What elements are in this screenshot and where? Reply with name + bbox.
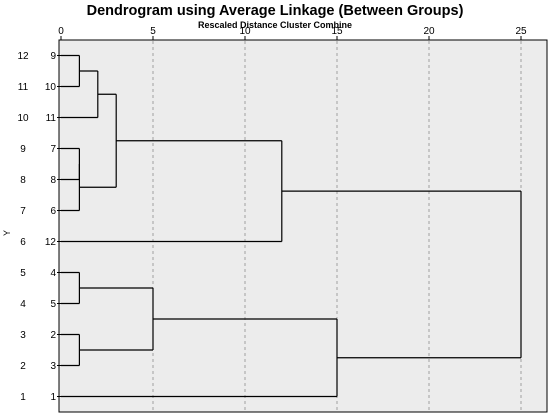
case-number-9: 9 bbox=[20, 144, 26, 155]
y-axis-label: Y bbox=[2, 230, 12, 236]
x-tick-label-0: 0 bbox=[58, 26, 64, 37]
leaf-label-1: 1 bbox=[50, 392, 56, 403]
leaf-label-12: 12 bbox=[45, 237, 57, 248]
x-tick-label-10: 10 bbox=[239, 26, 251, 37]
case-number-12: 12 bbox=[17, 51, 29, 62]
case-number-4: 4 bbox=[20, 299, 26, 310]
leaf-label-7: 7 bbox=[50, 144, 56, 155]
case-number-8: 8 bbox=[20, 175, 26, 186]
case-number-3: 3 bbox=[20, 330, 26, 341]
x-tick-label-25: 25 bbox=[515, 26, 527, 37]
leaf-label-6: 6 bbox=[50, 206, 56, 217]
leaf-label-5: 5 bbox=[50, 299, 56, 310]
chart-subtitle: Rescaled Distance Cluster Combine bbox=[197, 20, 353, 30]
leaf-label-10: 10 bbox=[45, 82, 57, 93]
case-number-6: 6 bbox=[20, 237, 26, 248]
x-tick-label-15: 15 bbox=[331, 26, 343, 37]
case-number-10: 10 bbox=[17, 113, 29, 124]
case-number-5: 5 bbox=[20, 268, 26, 279]
x-tick-label-5: 5 bbox=[150, 26, 156, 37]
leaf-label-4: 4 bbox=[50, 268, 56, 279]
case-number-7: 7 bbox=[20, 206, 26, 217]
leaf-label-3: 3 bbox=[50, 361, 56, 372]
leaf-label-9: 9 bbox=[50, 51, 56, 62]
x-tick-label-20: 20 bbox=[423, 26, 435, 37]
plot-area bbox=[58, 39, 548, 413]
leaf-label-8: 8 bbox=[50, 175, 56, 186]
leaf-label-2: 2 bbox=[50, 330, 56, 341]
case-number-2: 2 bbox=[20, 361, 26, 372]
case-number-1: 1 bbox=[20, 392, 26, 403]
chart-title: Dendrogram using Average Linkage (Betwee… bbox=[86, 3, 464, 19]
case-number-11: 11 bbox=[18, 82, 29, 93]
leaf-label-11: 11 bbox=[46, 113, 57, 124]
